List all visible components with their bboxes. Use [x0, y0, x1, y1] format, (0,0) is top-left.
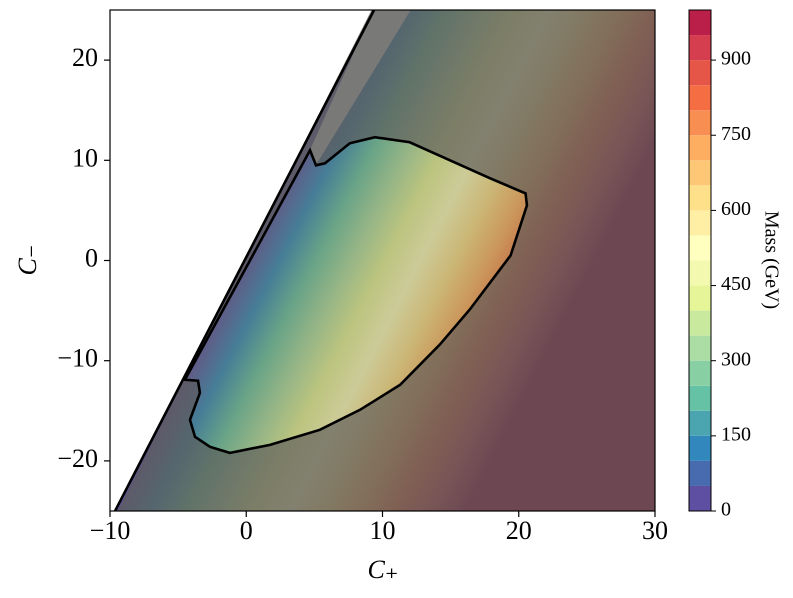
y-tick-label: 20: [72, 43, 98, 72]
plot-area: [113, 10, 655, 511]
colorbar-band: [689, 260, 711, 286]
colorbar-band: [689, 285, 711, 311]
outside-mask: [117, 10, 655, 511]
colorbar-band: [689, 360, 711, 386]
colorbar-band: [689, 185, 711, 211]
colorbar-band: [689, 110, 711, 136]
colorbar-band: [689, 85, 711, 111]
colorbar-band: [689, 335, 711, 361]
x-tick-label: 0: [240, 516, 253, 545]
boundary-line: [113, 10, 376, 511]
y-axis-label: C₋: [13, 244, 42, 275]
x-axis-label: C₊: [367, 555, 398, 584]
region-boundary: [182, 135, 529, 455]
colorbar-band: [689, 310, 711, 336]
y-tick-label: −20: [57, 444, 98, 473]
y-tick-label: 0: [85, 243, 98, 272]
colorbar-band: [689, 410, 711, 436]
region-tint: [184, 137, 527, 453]
colorbar-tick-label: 150: [721, 423, 751, 445]
x-tick-label: 10: [370, 516, 396, 545]
colorbar-band: [689, 485, 711, 511]
y-tick-label: −10: [57, 344, 98, 373]
x-tick-label: 20: [506, 516, 532, 545]
x-tick-label: 30: [642, 516, 668, 545]
colorbar-band: [689, 385, 711, 411]
colorbar-band: [689, 60, 711, 86]
colorbar-band: [689, 135, 711, 161]
x-tick-label: −10: [90, 516, 131, 545]
colorbar-frame: [688, 9, 712, 512]
colorbar-band: [689, 10, 711, 36]
colorbar-band: [689, 435, 711, 461]
colorbar-label: Mass (GeV): [760, 211, 782, 309]
colorbar-band: [689, 160, 711, 186]
colorbar-band: [689, 210, 711, 236]
colorbar-tick-label: 450: [721, 273, 751, 295]
colorbar-tick-label: 600: [721, 198, 751, 220]
colorbar-tick-label: 750: [721, 123, 751, 145]
colorbar-band: [689, 460, 711, 486]
y-tick-label: 10: [72, 143, 98, 172]
colorbar-tick-label: 900: [721, 48, 751, 70]
colorbar-band: [689, 235, 711, 261]
colorbar-tick-label: 300: [721, 348, 751, 370]
colorbar-tick-label: 0: [721, 499, 731, 521]
colorbar-band: [689, 35, 711, 61]
